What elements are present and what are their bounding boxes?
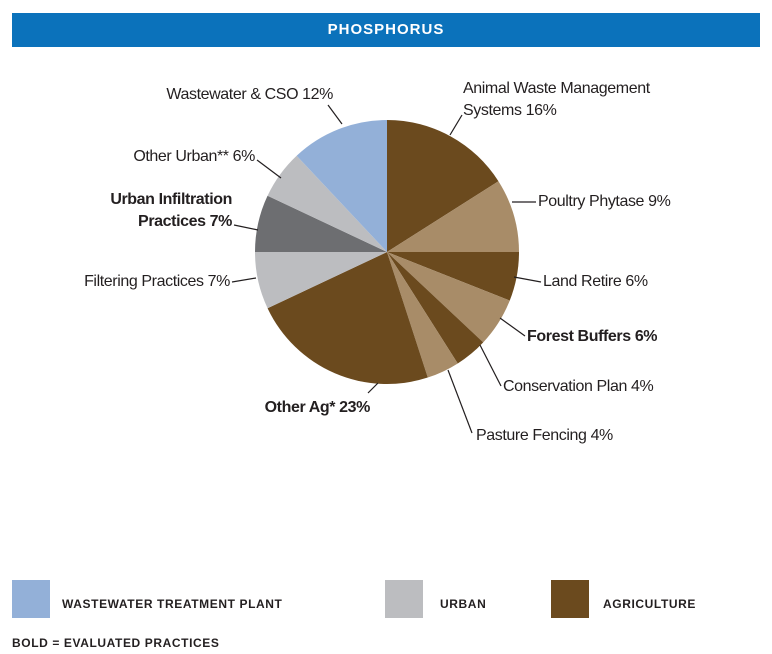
legend-label: URBAN	[440, 597, 487, 611]
slice-label: Other Ag* 23%	[170, 397, 371, 419]
value-label: 23%	[339, 399, 370, 416]
leader-line	[447, 369, 473, 434]
category-name: Urban Infiltration Practices	[110, 191, 232, 230]
value-label: 6%	[232, 148, 256, 165]
slice-label: Forest Buffers 6%	[527, 326, 727, 348]
value-label: 4%	[631, 378, 654, 395]
category-name: Animal Waste Management Systems	[463, 80, 650, 119]
value-label: 7%	[209, 213, 233, 230]
slice-label: Conservation Plan 4%	[503, 376, 723, 398]
value-label: 12%	[302, 86, 333, 103]
pie-slice	[387, 252, 519, 301]
leader-line	[513, 276, 542, 283]
slice-label: Poultry Phytase 9%	[538, 191, 738, 213]
pie-slice	[387, 252, 484, 364]
slice-label: Filtering Practices 7%	[30, 271, 230, 293]
pie-slice	[255, 195, 387, 252]
slice-label: Land Retire 6%	[543, 271, 743, 293]
category-name: Forest Buffers	[527, 328, 631, 345]
slice-label: Other Urban** 6%	[55, 146, 255, 168]
category-name: Wastewater & CSO	[166, 86, 299, 103]
slice-label: Pasture Fencing 4%	[476, 425, 696, 447]
leader-line	[449, 114, 463, 136]
category-name: Land Retire	[543, 273, 622, 290]
value-label: 9%	[648, 193, 671, 210]
pie-slice	[387, 120, 499, 252]
slice-label: Animal Waste Management Systems 16%	[463, 78, 693, 122]
legend-swatch	[385, 580, 423, 618]
category-name: Poultry Phytase	[538, 193, 645, 210]
legend-label: AGRICULTURE	[603, 597, 697, 611]
category-name: Other Urban**	[133, 148, 229, 165]
pie-slice	[255, 252, 387, 309]
chart-title: PHOSPHORUS	[12, 13, 760, 47]
value-label: 4%	[590, 427, 614, 444]
leader-line	[231, 277, 257, 283]
category-name: Conservation Plan	[503, 378, 627, 395]
legend-swatch	[551, 580, 589, 618]
leader-line	[479, 344, 502, 387]
pie-slice	[387, 181, 519, 252]
category-name: Pasture Fencing	[476, 427, 587, 444]
leader-line	[327, 104, 343, 125]
legend-swatch	[12, 580, 50, 618]
pie-slice	[387, 252, 458, 378]
value-label: 7%	[207, 273, 231, 290]
pie-slice	[387, 252, 510, 343]
value-label: 6%	[625, 273, 648, 290]
pie-slice	[267, 155, 387, 252]
leader-line	[256, 159, 282, 179]
category-name: Other Ag*	[264, 399, 336, 416]
leader-line	[367, 382, 379, 394]
leader-line	[499, 317, 526, 337]
value-label: 16%	[525, 102, 557, 119]
legend-label: WASTEWATER TREATMENT PLANT	[62, 597, 283, 611]
pie-slice	[296, 120, 387, 252]
pie-slice	[267, 252, 428, 384]
category-name: Filtering Practices	[84, 273, 204, 290]
note: BOLD = EVALUATED PRACTICES	[12, 636, 220, 650]
slice-label: Wastewater & CSO 12%	[133, 84, 333, 106]
leader-line	[233, 224, 259, 231]
value-label: 6%	[634, 328, 658, 345]
slice-label: Urban Infiltration Practices 7%	[82, 189, 232, 233]
